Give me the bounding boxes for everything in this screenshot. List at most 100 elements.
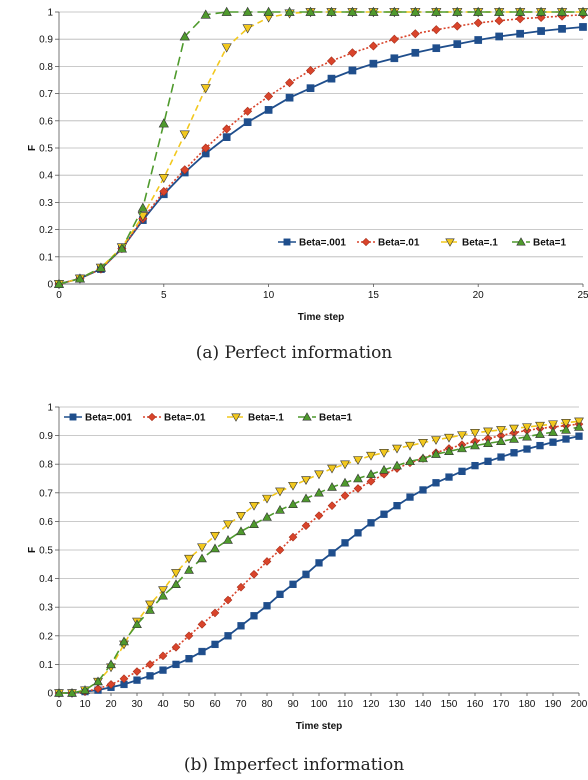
x-tick-label: 170 bbox=[493, 699, 510, 710]
y-tick-label: 0.4 bbox=[39, 171, 53, 182]
series-Beta=1 bbox=[53, 6, 588, 288]
data-point bbox=[222, 124, 232, 134]
y-tick-label: 0.7 bbox=[39, 488, 53, 499]
data-point bbox=[249, 519, 259, 528]
data-point bbox=[431, 25, 441, 35]
data-point bbox=[470, 440, 480, 450]
data-point bbox=[223, 520, 233, 530]
data-point bbox=[314, 470, 324, 480]
data-point bbox=[221, 6, 232, 16]
x-axis-title: Time step bbox=[298, 312, 345, 323]
data-point bbox=[327, 74, 336, 83]
data-point bbox=[354, 529, 362, 537]
data-point bbox=[222, 133, 231, 141]
data-point bbox=[561, 424, 571, 434]
data-point bbox=[340, 460, 350, 470]
data-point bbox=[185, 655, 193, 663]
data-point bbox=[341, 539, 349, 547]
data-point bbox=[197, 543, 207, 553]
data-point bbox=[368, 41, 378, 51]
data-point bbox=[457, 431, 467, 441]
y-tick-label: 0.2 bbox=[39, 631, 53, 642]
data-point bbox=[327, 464, 337, 474]
data-point bbox=[431, 6, 442, 16]
data-point bbox=[494, 16, 504, 26]
data-point bbox=[171, 642, 181, 652]
data-point bbox=[556, 6, 568, 16]
data-point bbox=[510, 449, 518, 457]
data-point bbox=[285, 78, 295, 88]
legend-label: Beta=.01 bbox=[164, 413, 206, 424]
data-point bbox=[393, 502, 401, 510]
x-tick-label: 50 bbox=[183, 699, 195, 710]
data-point bbox=[249, 569, 259, 579]
data-point bbox=[95, 262, 107, 272]
data-point bbox=[535, 6, 547, 16]
data-point bbox=[548, 420, 558, 430]
y-tick-label: 0.9 bbox=[39, 35, 53, 46]
data-point bbox=[389, 6, 400, 16]
data-point bbox=[93, 684, 103, 694]
legend-label: Beta=1 bbox=[533, 238, 567, 249]
data-point bbox=[262, 494, 272, 504]
legend-label: Beta=.01 bbox=[378, 238, 420, 249]
data-point bbox=[471, 461, 479, 470]
data-point bbox=[496, 436, 506, 446]
data-point bbox=[431, 436, 441, 445]
data-point bbox=[535, 421, 545, 431]
data-point bbox=[457, 443, 467, 453]
data-point bbox=[262, 512, 272, 521]
data-point bbox=[432, 479, 440, 487]
data-point bbox=[137, 212, 148, 222]
data-point bbox=[558, 25, 566, 33]
data-point bbox=[145, 600, 155, 610]
legend-label: Beta=.1 bbox=[462, 238, 498, 249]
y-tick-label: 0.5 bbox=[39, 144, 53, 155]
data-point bbox=[198, 647, 206, 656]
data-point bbox=[405, 441, 415, 451]
y-tick-label: 0.8 bbox=[39, 460, 53, 471]
data-point bbox=[473, 6, 484, 16]
data-point bbox=[224, 632, 232, 640]
data-point bbox=[211, 640, 219, 649]
data-point bbox=[444, 446, 454, 456]
x-tick-label: 0 bbox=[56, 699, 62, 710]
legend-item: Beta=.01 bbox=[143, 413, 206, 424]
legend-swatch-marker bbox=[283, 238, 291, 246]
data-point bbox=[263, 602, 271, 610]
data-point bbox=[210, 532, 220, 541]
data-point bbox=[284, 6, 295, 16]
data-point bbox=[575, 432, 583, 440]
data-point bbox=[390, 54, 399, 63]
data-point bbox=[184, 631, 194, 641]
data-point bbox=[67, 687, 77, 697]
data-point bbox=[159, 186, 169, 197]
data-point bbox=[200, 84, 211, 94]
x-tick-label: 90 bbox=[287, 699, 299, 710]
legend-label: Beta=.1 bbox=[248, 413, 284, 424]
x-tick-label: 30 bbox=[131, 699, 143, 710]
data-point bbox=[249, 501, 259, 511]
data-point bbox=[410, 29, 420, 39]
data-point bbox=[236, 526, 246, 536]
legend-swatch-marker bbox=[69, 413, 77, 421]
legend-item: Beta=.001 bbox=[64, 413, 132, 424]
data-point bbox=[315, 559, 323, 567]
legend-swatch-marker bbox=[302, 412, 312, 421]
y-tick-label: 0.6 bbox=[39, 517, 53, 528]
data-point bbox=[577, 6, 588, 16]
data-point bbox=[326, 56, 337, 66]
x-tick-label: 40 bbox=[157, 699, 169, 710]
data-point bbox=[210, 608, 220, 618]
legend-item: Beta=.01 bbox=[357, 238, 420, 249]
data-point bbox=[366, 469, 376, 478]
data-point bbox=[237, 622, 245, 630]
data-point bbox=[561, 419, 571, 428]
data-point bbox=[197, 553, 207, 563]
data-point bbox=[146, 672, 154, 680]
legend-swatch-marker bbox=[231, 413, 241, 422]
legend-swatch-marker bbox=[147, 412, 157, 422]
data-point bbox=[535, 429, 545, 438]
legend-item: Beta=1 bbox=[512, 237, 567, 249]
data-point bbox=[494, 6, 505, 16]
